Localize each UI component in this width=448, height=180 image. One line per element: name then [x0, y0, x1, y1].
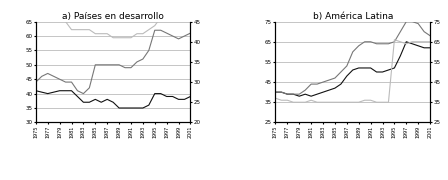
- Title: b) América Latina: b) América Latina: [313, 12, 393, 21]
- Title: a) Países en desarrollo: a) Países en desarrollo: [62, 12, 164, 21]
